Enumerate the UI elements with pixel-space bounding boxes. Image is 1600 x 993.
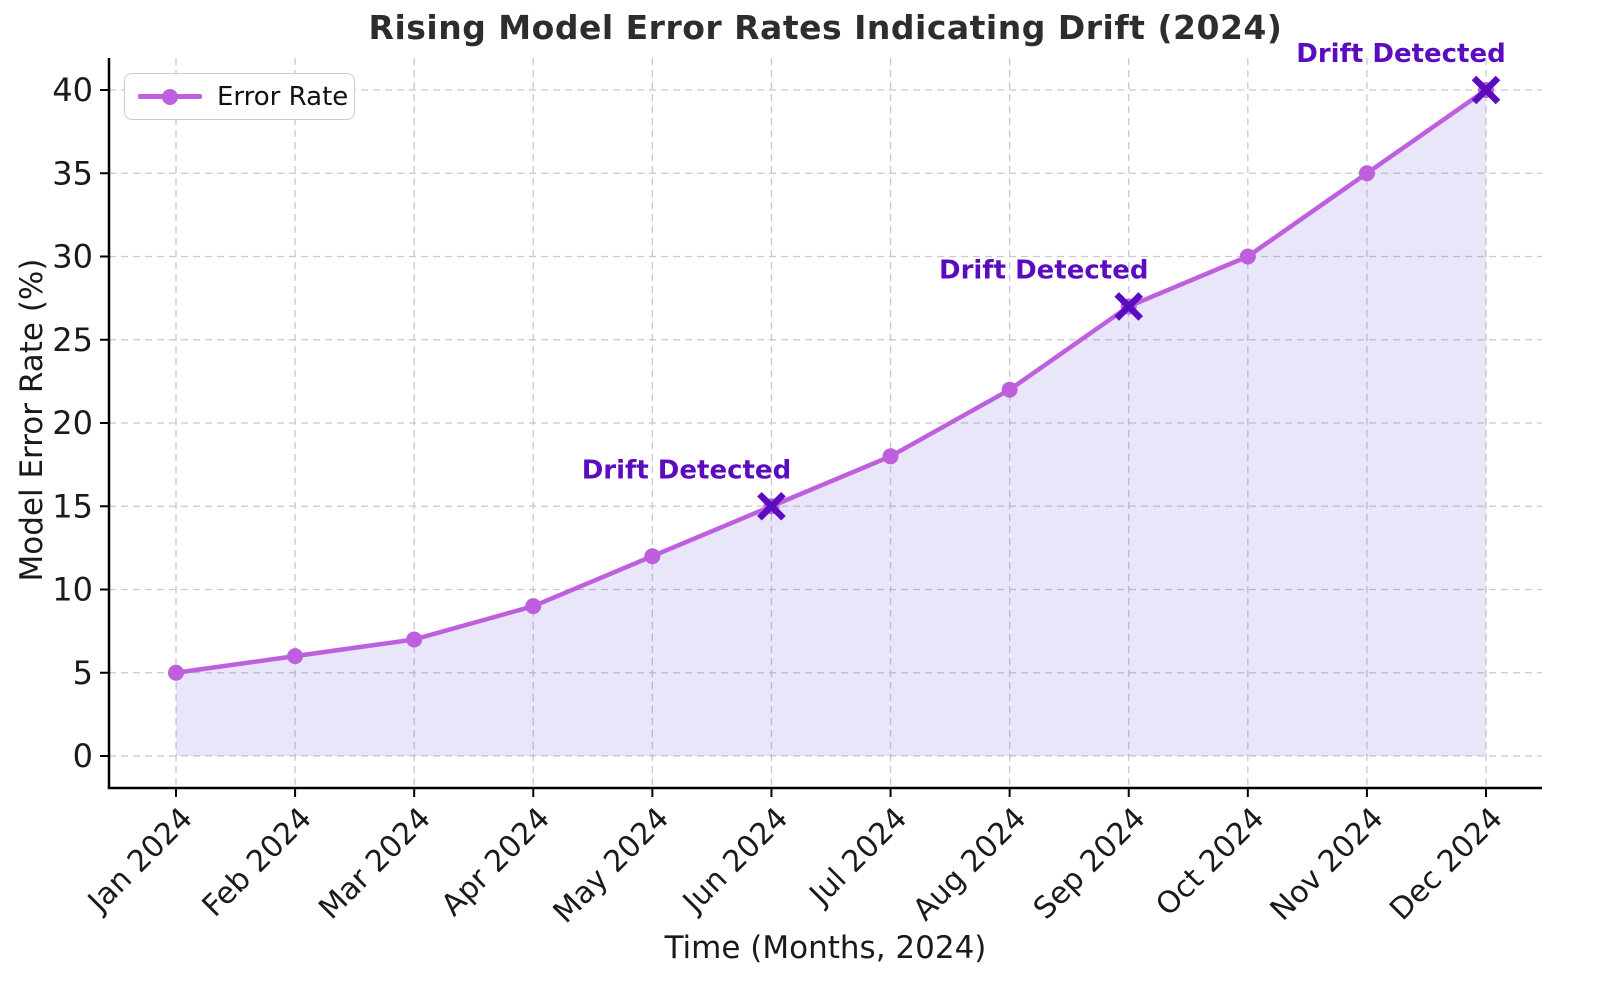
data-point-marker (287, 648, 304, 665)
y-tick-label: 5 (73, 654, 93, 692)
legend-dot-icon (162, 88, 178, 105)
y-tick-label: 0 (73, 737, 93, 775)
drift-x-marker (757, 491, 786, 521)
data-point-marker (644, 548, 661, 565)
legend-label: Error Rate (217, 81, 349, 112)
y-tick-label: 40 (52, 71, 93, 109)
data-point-marker (1001, 381, 1018, 398)
data-point-marker (525, 598, 542, 615)
legend-line-marker-icon (138, 88, 202, 105)
data-point-marker (1358, 165, 1375, 182)
area-fill (176, 90, 1486, 756)
legend: Error Rate (124, 73, 355, 120)
x-tick-label: Aug 2024 (906, 801, 1033, 928)
x-tick-label: Sep 2024 (1027, 801, 1152, 926)
y-tick-label: 20 (52, 404, 93, 442)
y-axis-label: Model Error Rate (%) (14, 258, 50, 582)
x-tick-label: Mar 2024 (312, 801, 438, 927)
x-tick-label: Jun 2024 (675, 801, 795, 921)
error-rate-line (173, 87, 1489, 675)
y-tick-label: 25 (52, 321, 93, 359)
drift-x-marker (1471, 75, 1501, 105)
x-tick-label: Nov 2024 (1264, 801, 1391, 928)
drift-annotation: Drift Detected (939, 255, 1148, 285)
data-point-marker (1239, 248, 1256, 265)
data-point-marker (168, 664, 184, 681)
x-tick-label: Jul 2024 (802, 801, 914, 913)
x-tick-label: May 2024 (547, 801, 676, 930)
y-tick-label: 35 (52, 154, 93, 192)
drift-annotation: Drift Detected (582, 455, 791, 485)
y-tick-label: 15 (52, 487, 93, 525)
x-tick-label: Feb 2024 (196, 801, 319, 924)
x-tick-label: Apr 2024 (435, 801, 557, 923)
x-axis-label: Time (Months, 2024) (664, 930, 987, 966)
y-tick-label: 10 (52, 571, 93, 609)
drift-annotation: Drift Detected (1296, 39, 1505, 69)
y-tick-label: 30 (52, 238, 93, 276)
drift-x-marker (1114, 292, 1144, 321)
chart-title: Rising Model Error Rates Indicating Drif… (368, 8, 1283, 47)
x-tick-label: Oct 2024 (1149, 801, 1271, 923)
data-point-marker (882, 448, 899, 465)
x-tick-label: Dec 2024 (1383, 801, 1510, 928)
data-point-marker (406, 631, 423, 648)
x-tick-label: Jan 2024 (80, 801, 200, 921)
